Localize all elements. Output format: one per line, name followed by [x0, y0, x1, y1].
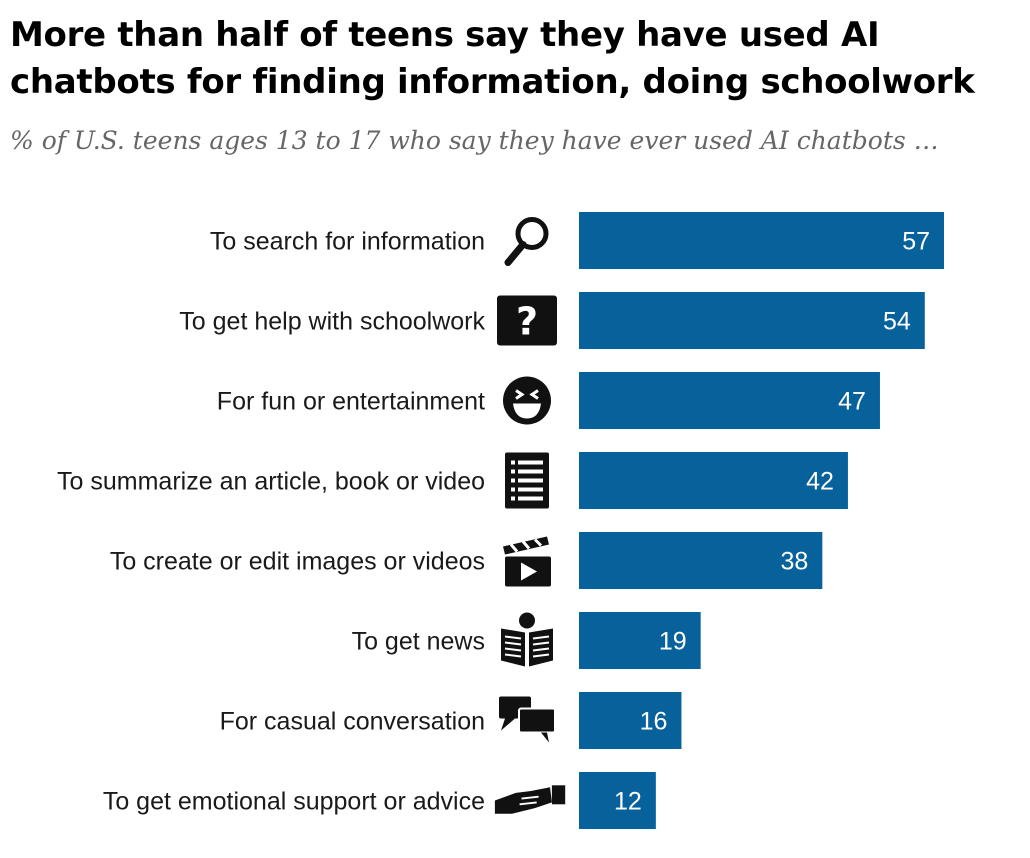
clapperboard-icon	[501, 535, 553, 588]
value-label: 42	[806, 468, 834, 496]
newspaper-icon	[500, 611, 554, 668]
value-label: 16	[640, 708, 668, 736]
question-mark-icon	[497, 295, 557, 346]
category-label: To get emotional support or advice	[103, 788, 485, 816]
bar	[579, 772, 656, 829]
list-icon	[505, 452, 549, 509]
category-label: To get help with schoolwork	[179, 308, 485, 336]
speech-bubbles-icon	[498, 695, 556, 744]
chart-title: More than half of teens say they have us…	[10, 15, 975, 102]
category-label: To search for information	[210, 228, 485, 256]
laughing-face-icon	[501, 375, 553, 426]
value-label: 57	[902, 228, 930, 256]
bar	[579, 292, 925, 349]
bar	[579, 372, 880, 429]
magnifying-glass-icon	[508, 220, 546, 263]
value-label: 12	[614, 788, 642, 816]
bar	[579, 532, 823, 589]
value-label: 19	[659, 628, 687, 656]
bar	[579, 452, 848, 509]
value-label: 47	[838, 388, 866, 416]
value-label: 38	[781, 548, 809, 576]
bar	[579, 212, 944, 269]
category-label: To create or edit images or videos	[110, 548, 485, 576]
handshake-icon	[493, 784, 567, 815]
category-label: For casual conversation	[220, 708, 485, 736]
category-label: For fun or entertainment	[217, 388, 485, 416]
bar	[579, 692, 682, 749]
value-label: 54	[883, 308, 911, 336]
bar	[579, 612, 701, 669]
chart-subtitle: % of U.S. teens ages 13 to 17 who say th…	[10, 126, 939, 155]
category-label: To summarize an article, book or video	[57, 468, 485, 496]
category-label: To get news	[352, 628, 485, 656]
